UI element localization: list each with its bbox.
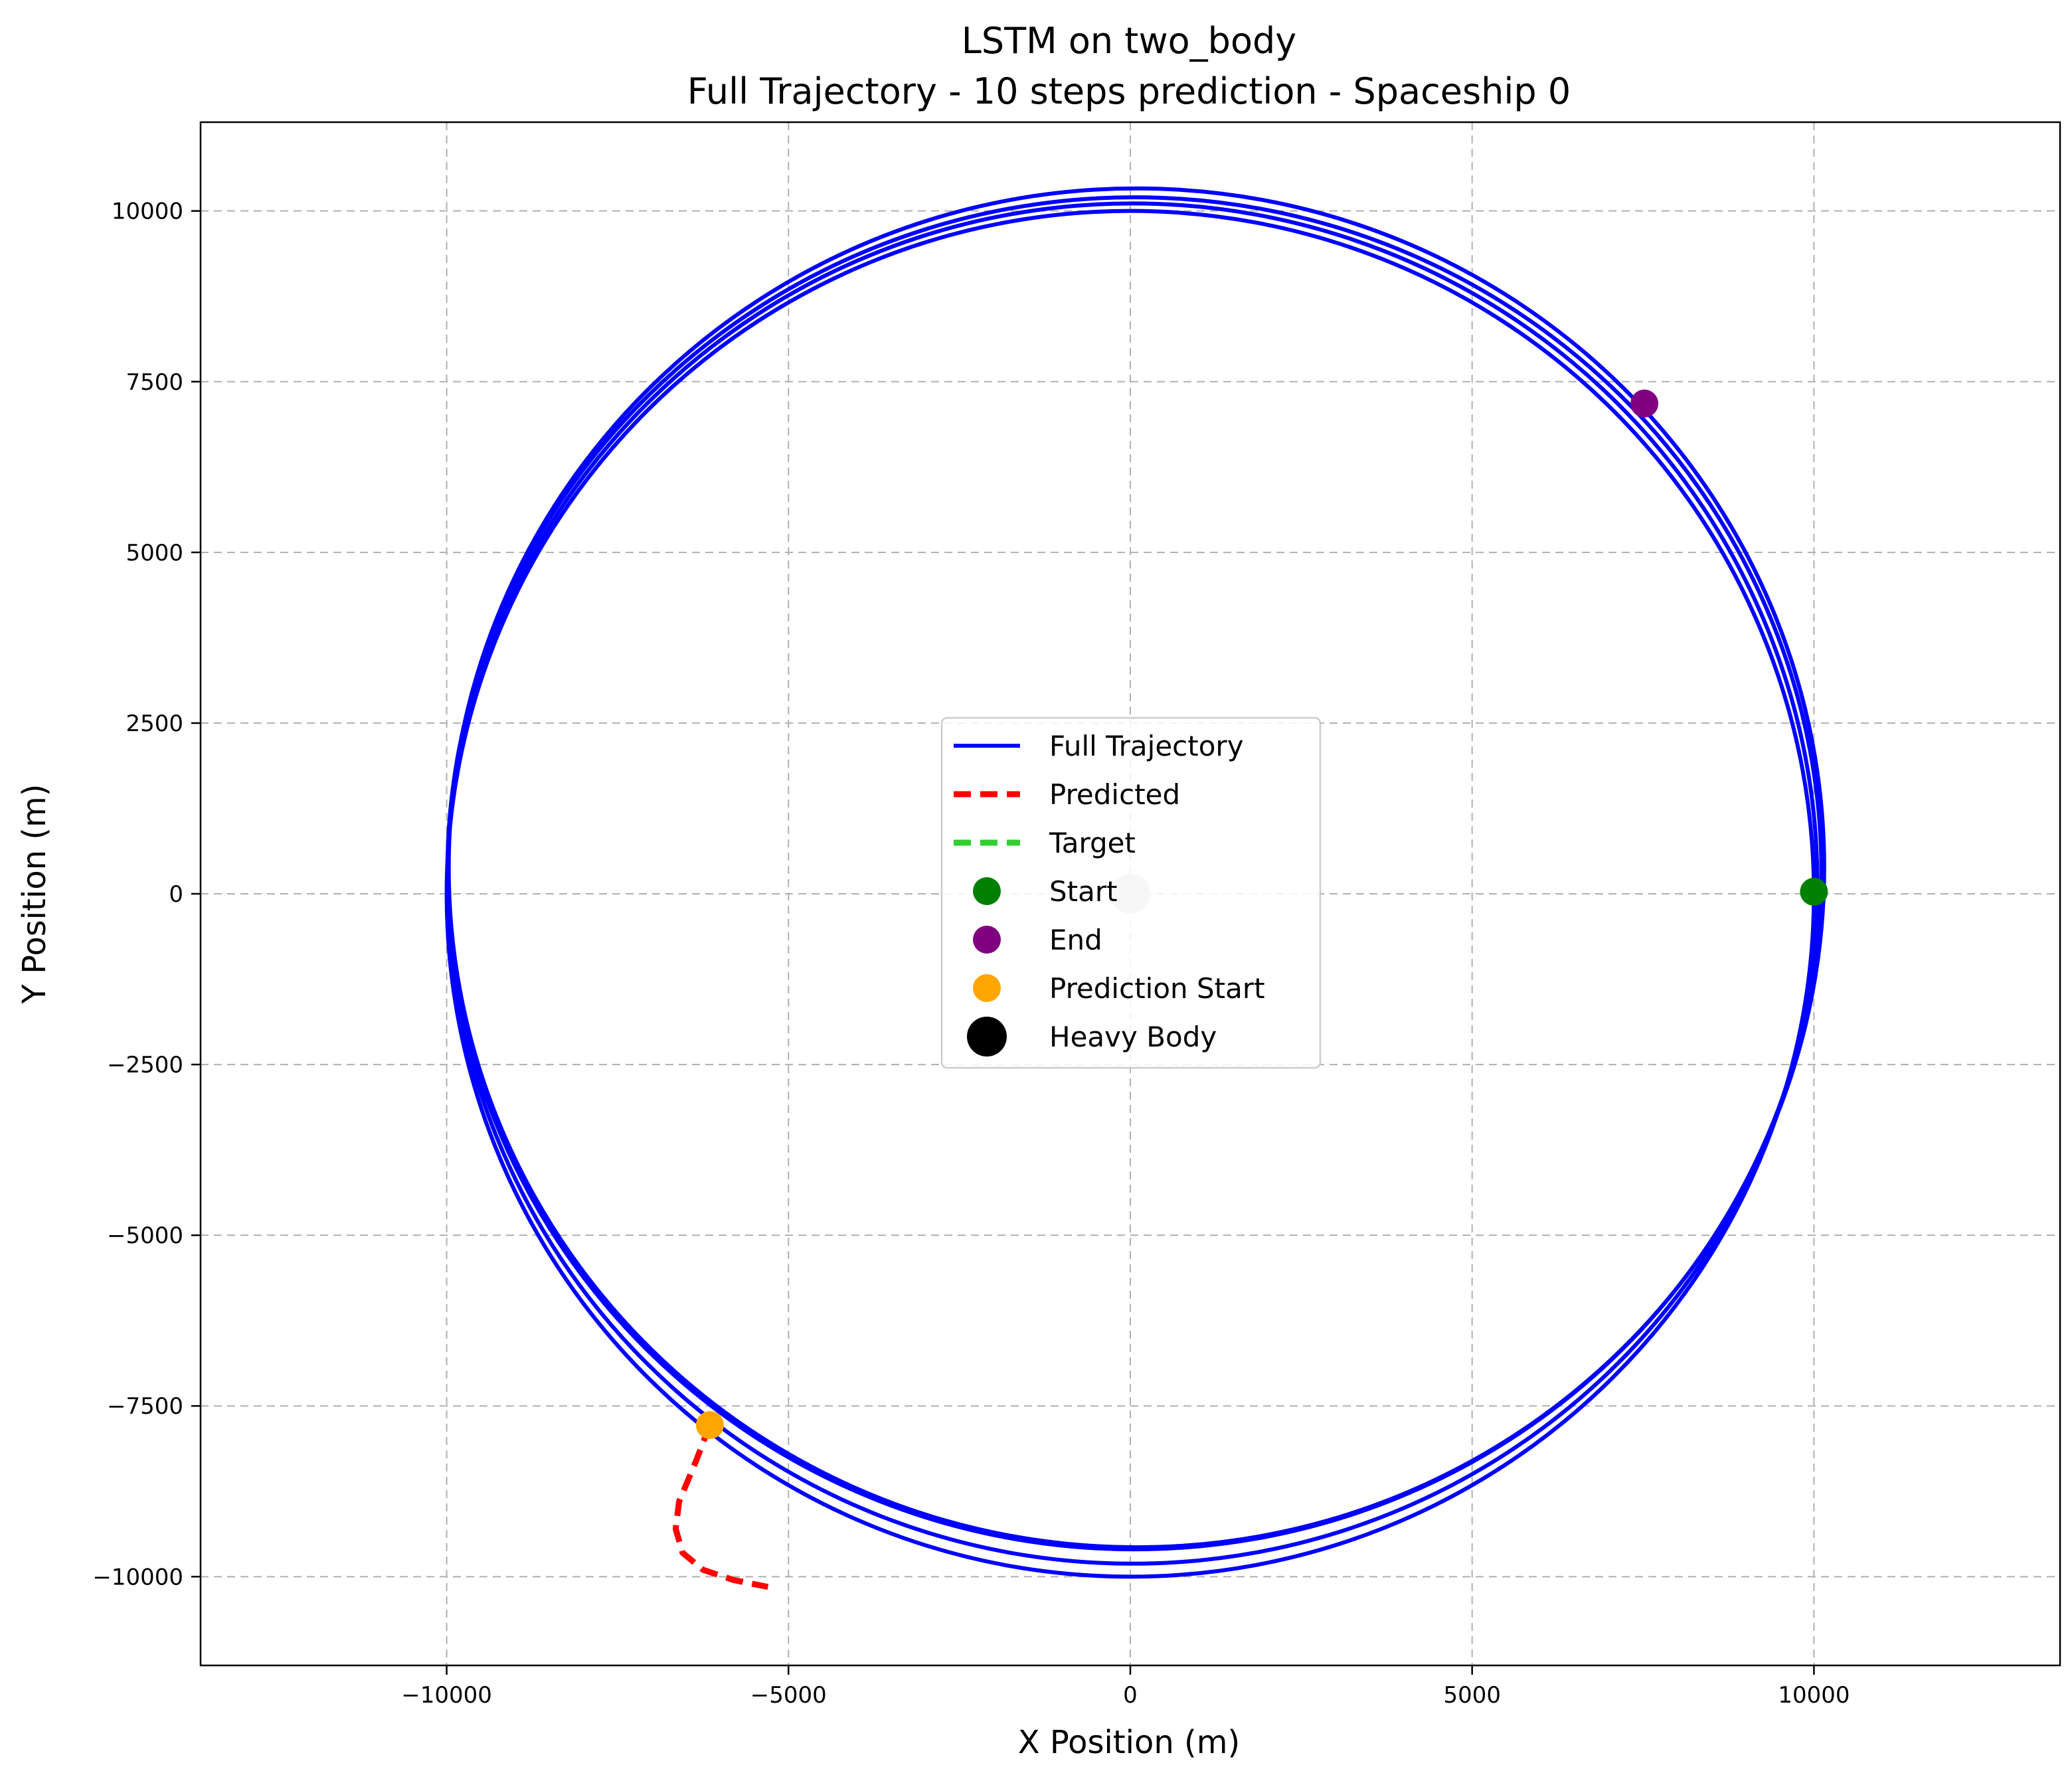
legend-box bbox=[940, 717, 1322, 1069]
legend-label-full-trajectory: Full Trajectory bbox=[1049, 730, 1244, 762]
x-tick-label: 0 bbox=[1123, 1682, 1138, 1709]
legend-swatch-prediction-start bbox=[973, 974, 1001, 1002]
x-axis-label: X Position (m) bbox=[1018, 1724, 1241, 1761]
legend-label-end: End bbox=[1049, 924, 1102, 956]
x-tick-label: −5000 bbox=[750, 1682, 827, 1709]
x-axis-ticks: −10000 −5000 0 5000 10000 bbox=[401, 1665, 1850, 1709]
y-tick-label: 5000 bbox=[126, 540, 183, 566]
chart-title: LSTM on two_body bbox=[962, 20, 1296, 62]
legend-label-predicted: Predicted bbox=[1049, 778, 1180, 811]
predicted-trajectory-line bbox=[672, 1424, 769, 1590]
legend-swatch-start bbox=[973, 877, 1001, 905]
y-tick-label: −7500 bbox=[107, 1393, 183, 1420]
legend-label-heavy-body: Heavy Body bbox=[1049, 1021, 1217, 1053]
legend-swatch-heavy-body bbox=[967, 1017, 1007, 1056]
legend-swatch-end bbox=[973, 926, 1001, 954]
y-tick-label: −5000 bbox=[107, 1223, 183, 1249]
legend-label-prediction-start: Prediction Start bbox=[1049, 972, 1265, 1005]
y-axis-ticks: −10000 −7500 −5000 −2500 0 2500 5000 7500 10000 bbox=[92, 199, 201, 1590]
trajectory-orbit-line bbox=[446, 186, 1826, 1550]
start-marker bbox=[1800, 877, 1828, 906]
x-tick-label: 5000 bbox=[1443, 1682, 1501, 1709]
x-tick-label: −10000 bbox=[401, 1682, 492, 1709]
y-tick-label: 7500 bbox=[126, 369, 183, 396]
y-tick-label: 10000 bbox=[112, 199, 183, 225]
prediction-start-marker bbox=[695, 1411, 724, 1440]
x-tick-label: 10000 bbox=[1778, 1682, 1850, 1709]
chart-subtitle: Full Trajectory - 10 steps prediction - … bbox=[687, 70, 1571, 112]
y-tick-label: 0 bbox=[169, 881, 183, 908]
y-tick-label: −2500 bbox=[107, 1052, 183, 1078]
legend-label-target: Target bbox=[1049, 827, 1136, 859]
y-tick-label: 2500 bbox=[126, 711, 183, 737]
end-marker bbox=[1630, 389, 1659, 418]
legend-label-start: Start bbox=[1049, 875, 1118, 908]
legend: Full Trajectory Predicted Target Start End Pr… bbox=[940, 717, 1322, 1069]
y-tick-label: −10000 bbox=[92, 1564, 183, 1590]
y-axis-label: Y Position (m) bbox=[16, 784, 53, 1005]
